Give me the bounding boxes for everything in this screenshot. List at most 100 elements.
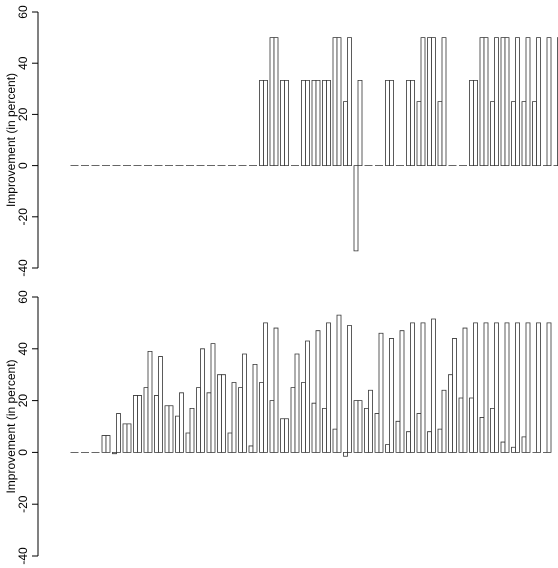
bar (347, 37, 352, 166)
bar (441, 37, 447, 166)
bar (536, 322, 541, 453)
bar (431, 37, 436, 166)
bar (473, 79, 478, 166)
bar (210, 343, 216, 453)
bar (238, 387, 243, 453)
bar (311, 79, 317, 166)
bar (479, 37, 485, 166)
bar (448, 374, 453, 453)
y-axis-label: Improvement (in percent) (4, 359, 18, 493)
bar (305, 79, 310, 166)
bar (494, 322, 499, 453)
bar (515, 37, 520, 166)
bar (441, 389, 447, 453)
bar (332, 37, 338, 166)
bar (343, 452, 348, 457)
bar (315, 330, 321, 453)
y-tick-label: 0 (16, 162, 30, 169)
bar (133, 395, 138, 453)
bar (227, 432, 233, 453)
y-tick-label: 0 (16, 449, 30, 456)
y-tick-label: 60 (16, 5, 30, 19)
bar (525, 322, 531, 453)
bar (410, 322, 415, 453)
bar (353, 165, 359, 252)
bar (189, 407, 195, 453)
bar (546, 322, 552, 453)
bar (378, 332, 384, 453)
bar (525, 37, 531, 166)
bar (536, 37, 541, 166)
bar (420, 322, 426, 453)
bar (469, 79, 474, 166)
bar (273, 37, 279, 166)
bar (301, 79, 306, 166)
bar (221, 374, 226, 453)
bar (273, 327, 279, 453)
y-tick-label: -40 (16, 547, 30, 565)
bar (437, 101, 443, 166)
bar (389, 338, 394, 453)
bar (315, 79, 321, 166)
bar (217, 374, 222, 453)
bar (269, 400, 275, 453)
bar (416, 413, 422, 453)
bar (252, 363, 258, 453)
bar (158, 356, 163, 453)
bar (347, 325, 352, 453)
bar (336, 314, 342, 453)
y-tick-label: 40 (16, 342, 30, 356)
bar (332, 428, 338, 453)
bar (175, 415, 180, 453)
bar (364, 407, 369, 453)
bar (259, 79, 264, 166)
bar (326, 322, 331, 453)
bar (326, 79, 331, 166)
bar (427, 37, 432, 166)
bar (101, 435, 107, 453)
bar (206, 392, 212, 453)
bar (416, 101, 422, 166)
bar (437, 428, 443, 453)
bar (427, 431, 432, 453)
bar (116, 413, 121, 453)
bar (269, 37, 275, 166)
bar (473, 322, 478, 453)
bar (263, 322, 268, 453)
bar (284, 79, 289, 166)
bar (368, 389, 373, 453)
bar (504, 322, 510, 453)
bar (200, 348, 205, 453)
bar (322, 79, 327, 166)
bar (263, 79, 268, 166)
bar (301, 382, 306, 453)
bar (105, 435, 111, 453)
y-tick-label: -20 (16, 208, 30, 226)
bar (479, 417, 485, 453)
bar (500, 37, 506, 166)
bar (168, 405, 174, 453)
bar (483, 322, 489, 453)
bar (122, 423, 128, 453)
bar (147, 350, 153, 453)
bar (185, 432, 191, 453)
bar (546, 37, 552, 166)
bar (353, 400, 359, 453)
y-tick-label: -20 (16, 495, 30, 513)
bar (248, 445, 254, 453)
bar (357, 400, 363, 453)
bar (406, 431, 411, 453)
y-tick-label: 60 (16, 290, 30, 304)
bar (284, 418, 289, 453)
bar (532, 101, 537, 166)
bar (112, 452, 117, 455)
bar (490, 407, 495, 453)
bar (395, 420, 401, 453)
y-tick-label: 20 (16, 107, 30, 121)
bar (164, 405, 170, 453)
bar (280, 79, 285, 166)
bar (374, 413, 380, 453)
bar (290, 387, 296, 453)
